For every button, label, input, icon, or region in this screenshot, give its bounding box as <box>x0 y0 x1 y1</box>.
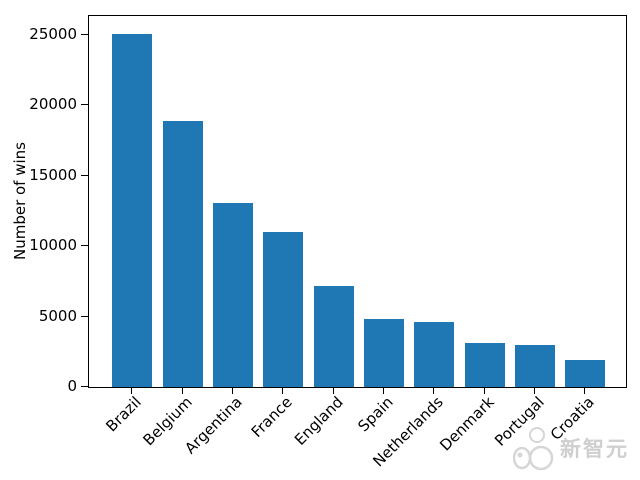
bar-portugal <box>515 344 556 387</box>
xinzhiyuan-bird-logo-icon <box>513 427 554 471</box>
x-tick-mark <box>131 387 133 394</box>
y-tick-label-10000: 10000 <box>29 236 77 255</box>
y-tick-mark <box>81 104 88 106</box>
y-tick-mark <box>81 315 88 317</box>
watermark-text: 新智元 <box>560 437 629 461</box>
bar-argentina <box>213 202 253 387</box>
x-tick-mark <box>483 387 485 394</box>
y-tick-mark <box>81 386 88 387</box>
y-tick-mark <box>81 34 88 36</box>
bar-england <box>313 286 354 387</box>
x-tick-mark <box>433 387 435 394</box>
bar-france <box>263 232 304 387</box>
y-axis-label: Number of wins <box>11 142 29 261</box>
y-tick-label-20000: 20000 <box>29 95 77 114</box>
x-tick-mark <box>282 387 284 394</box>
x-tick-mark <box>534 387 536 394</box>
y-tick-label-15000: 15000 <box>29 165 77 184</box>
y-tick-label-5000: 5000 <box>38 306 77 325</box>
bar-belgium <box>162 120 203 387</box>
y-tick-mark <box>81 174 88 176</box>
y-tick-label-25000: 25000 <box>29 25 77 44</box>
bar-netherlands <box>414 321 455 387</box>
x-tick-mark <box>332 387 334 394</box>
x-tick-mark <box>232 387 233 394</box>
y-tick-mark <box>81 245 88 247</box>
plot-area <box>88 15 627 388</box>
bar-denmark <box>464 343 505 387</box>
x-tick-mark <box>181 387 183 394</box>
y-tick-label-0: 0 <box>67 377 77 395</box>
x-tick-mark <box>584 387 586 394</box>
bar-spain <box>364 319 405 387</box>
bar-brazil <box>112 33 153 387</box>
watermark: 新智元 <box>513 425 629 471</box>
x-tick-mark <box>383 387 385 394</box>
bar-croatia <box>565 360 606 387</box>
